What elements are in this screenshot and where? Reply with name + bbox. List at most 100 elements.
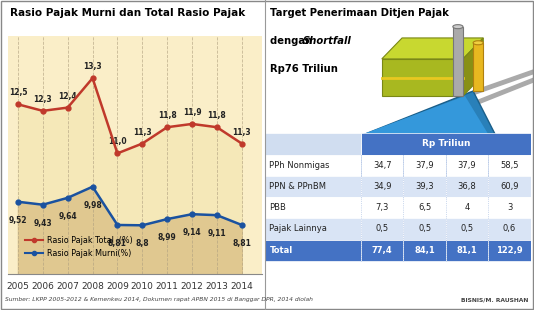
Text: 8,99: 8,99	[158, 233, 177, 242]
Text: 0,5: 0,5	[375, 224, 389, 233]
FancyBboxPatch shape	[403, 240, 446, 261]
Circle shape	[370, 149, 414, 185]
Text: Okt: Okt	[415, 161, 434, 170]
Circle shape	[384, 161, 400, 173]
FancyBboxPatch shape	[446, 240, 488, 261]
Text: 3: 3	[507, 203, 512, 212]
Text: 60,9: 60,9	[500, 182, 519, 191]
FancyBboxPatch shape	[265, 176, 361, 197]
Text: 9,98: 9,98	[83, 201, 102, 210]
FancyBboxPatch shape	[403, 155, 446, 176]
FancyBboxPatch shape	[361, 218, 403, 240]
FancyBboxPatch shape	[446, 197, 488, 218]
Text: 8,81: 8,81	[108, 239, 127, 248]
FancyBboxPatch shape	[403, 197, 446, 218]
Text: Pajak Lainnya: Pajak Lainnya	[269, 224, 327, 233]
Ellipse shape	[453, 24, 463, 29]
Text: 34,9: 34,9	[373, 182, 391, 191]
Text: 11,0: 11,0	[108, 137, 127, 146]
FancyBboxPatch shape	[265, 197, 361, 218]
Text: dengan: dengan	[270, 36, 316, 46]
Text: 34,7: 34,7	[373, 161, 391, 170]
Legend: Rasio Pajak Total  (%), Rasio Pajak Murni(%): Rasio Pajak Total (%), Rasio Pajak Murni…	[22, 232, 136, 261]
Text: 8,81: 8,81	[232, 239, 251, 248]
Text: 84,1: 84,1	[414, 246, 435, 255]
FancyBboxPatch shape	[265, 133, 361, 155]
Text: 122,9: 122,9	[496, 246, 523, 255]
FancyBboxPatch shape	[446, 218, 488, 240]
Text: 0,5: 0,5	[460, 224, 474, 233]
Text: Rp Triliun: Rp Triliun	[422, 140, 470, 148]
Text: 6,5: 6,5	[418, 203, 431, 212]
Text: 0,5: 0,5	[418, 224, 431, 233]
Text: Total: Total	[269, 246, 293, 255]
Text: Des: Des	[500, 161, 519, 170]
FancyBboxPatch shape	[488, 240, 531, 261]
Polygon shape	[463, 38, 483, 96]
FancyBboxPatch shape	[361, 176, 403, 197]
Text: 37,9: 37,9	[415, 161, 434, 170]
FancyBboxPatch shape	[403, 218, 446, 240]
FancyBboxPatch shape	[488, 155, 531, 176]
Text: 11,8: 11,8	[208, 111, 226, 120]
Text: 58,5: 58,5	[500, 161, 519, 170]
FancyBboxPatch shape	[446, 176, 488, 197]
Text: Nov: Nov	[457, 161, 477, 170]
FancyBboxPatch shape	[488, 197, 531, 218]
Text: 9,52: 9,52	[9, 216, 27, 225]
Text: 12,4: 12,4	[58, 92, 77, 101]
Text: 8,8: 8,8	[136, 239, 149, 248]
Text: Rp76 Triliun: Rp76 Triliun	[270, 64, 337, 73]
FancyBboxPatch shape	[265, 155, 361, 176]
Text: 11,3: 11,3	[133, 128, 152, 137]
Text: PPN & PPnBM: PPN & PPnBM	[269, 182, 326, 191]
FancyBboxPatch shape	[488, 176, 531, 197]
Text: 81,1: 81,1	[457, 246, 477, 255]
Text: Jenis Pajak: Jenis Pajak	[286, 161, 341, 170]
Text: Target Penerimaan Ditjen Pajak: Target Penerimaan Ditjen Pajak	[270, 8, 449, 18]
Text: 0,6: 0,6	[503, 224, 516, 233]
FancyBboxPatch shape	[361, 240, 403, 261]
Text: PBB: PBB	[269, 203, 286, 212]
FancyBboxPatch shape	[361, 133, 531, 155]
Text: 37,9: 37,9	[458, 161, 476, 170]
Polygon shape	[351, 91, 504, 161]
FancyBboxPatch shape	[265, 155, 361, 176]
Text: 11,3: 11,3	[232, 128, 251, 137]
Text: 4: 4	[465, 203, 470, 212]
FancyBboxPatch shape	[265, 240, 361, 261]
FancyBboxPatch shape	[403, 176, 446, 197]
Text: 7,3: 7,3	[375, 203, 389, 212]
Text: 12,5: 12,5	[9, 88, 27, 97]
Ellipse shape	[473, 41, 483, 45]
Text: 39,3: 39,3	[415, 182, 434, 191]
Text: 77,4: 77,4	[372, 246, 392, 255]
Polygon shape	[382, 38, 483, 59]
Text: 9,64: 9,64	[58, 212, 77, 221]
Text: Sumber: LKPP 2005-2012 & Kemenkeu 2014, Dokumen rapat APBN 2015 di Banggar DPR, : Sumber: LKPP 2005-2012 & Kemenkeu 2014, …	[5, 297, 313, 302]
FancyBboxPatch shape	[361, 155, 403, 176]
FancyBboxPatch shape	[361, 155, 403, 176]
FancyBboxPatch shape	[361, 197, 403, 218]
FancyBboxPatch shape	[488, 155, 531, 176]
FancyBboxPatch shape	[446, 155, 488, 176]
Text: 11,8: 11,8	[158, 111, 177, 120]
Text: Sept: Sept	[371, 161, 394, 170]
Text: 9,43: 9,43	[34, 219, 52, 228]
Polygon shape	[362, 96, 493, 151]
Text: Rasio Pajak Murni dan Total Rasio Pajak: Rasio Pajak Murni dan Total Rasio Pajak	[10, 8, 245, 18]
Text: 9,11: 9,11	[208, 229, 226, 238]
Text: Shortfall: Shortfall	[303, 36, 351, 46]
Text: BISNIS/M. RAUSHAN: BISNIS/M. RAUSHAN	[461, 297, 529, 302]
Polygon shape	[382, 59, 463, 96]
Text: 36,8: 36,8	[458, 182, 476, 191]
Text: 13,3: 13,3	[83, 62, 102, 71]
Text: 9,14: 9,14	[183, 228, 201, 237]
Polygon shape	[473, 43, 483, 91]
Text: 12,3: 12,3	[34, 95, 52, 104]
FancyBboxPatch shape	[403, 155, 446, 176]
Polygon shape	[453, 27, 463, 96]
FancyBboxPatch shape	[488, 218, 531, 240]
FancyBboxPatch shape	[265, 218, 361, 240]
Text: PPh Nonmigas: PPh Nonmigas	[269, 161, 330, 170]
